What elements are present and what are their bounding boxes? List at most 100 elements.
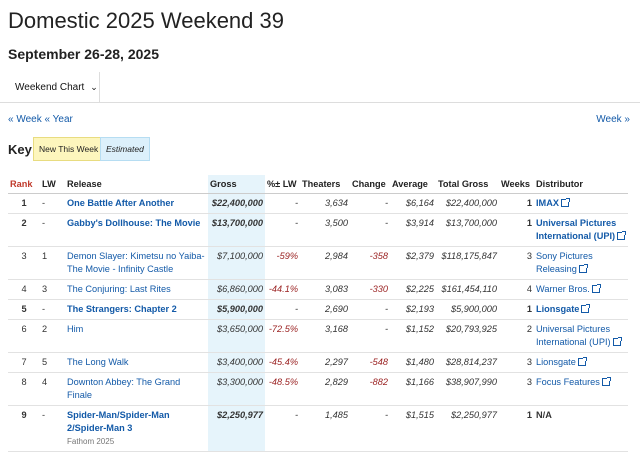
distributor-link[interactable]: Sony Pictures Releasing xyxy=(536,251,593,274)
column-pct-lw[interactable]: %± LW xyxy=(265,175,300,194)
gross-cell: $6,860,000 xyxy=(208,279,265,300)
external-link-icon[interactable] xyxy=(581,304,591,313)
distributor-link[interactable]: Universal Pictures International (UPI) xyxy=(536,324,611,347)
gross-cell: $3,650,000 xyxy=(208,319,265,353)
column-weeks[interactable]: Weeks xyxy=(499,175,534,194)
gross-cell: $5,900,000 xyxy=(208,299,265,320)
gross-cell: $7,100,000 xyxy=(208,246,265,280)
external-link-icon[interactable] xyxy=(617,231,627,240)
external-link-icon[interactable] xyxy=(612,337,622,346)
rank-cell: 8 xyxy=(8,372,40,406)
release-link[interactable]: One Battle After Another xyxy=(67,198,175,208)
release-link[interactable]: The Conjuring: Last Rites xyxy=(67,284,171,294)
distributor-link[interactable]: Universal Pictures International (UPI) xyxy=(536,218,617,241)
release-link[interactable]: The Long Walk xyxy=(67,357,129,367)
average-cell: $1,152 xyxy=(390,319,436,353)
distributor-link[interactable]: Lionsgate xyxy=(536,357,576,367)
lw-cell: - xyxy=(40,299,65,320)
rank-cell: 6 xyxy=(8,319,40,353)
distributor-link[interactable]: IMAX xyxy=(536,198,559,208)
total-gross-cell: $161,454,110 xyxy=(436,279,499,300)
average-cell: $3,914 xyxy=(390,213,436,247)
gross-cell: $3,400,000 xyxy=(208,352,265,373)
lw-cell: 4 xyxy=(40,372,65,406)
external-link-icon[interactable] xyxy=(578,264,588,273)
theaters-cell: 2,984 xyxy=(300,246,350,280)
total-gross-cell: $22,400,000 xyxy=(436,193,499,214)
nav-left: « Week « Year xyxy=(8,114,73,125)
lw-cell: - xyxy=(40,193,65,214)
change-cell: -548 xyxy=(350,352,390,373)
distributor-cell: Universal Pictures International (UPI) xyxy=(534,213,628,247)
release-cell: One Battle After Another xyxy=(65,193,208,214)
chevron-down-icon: ⌄ xyxy=(90,81,98,92)
table-row: 5- The Strangers: Chapter 2 $5,900,000-2,6… xyxy=(8,299,628,320)
column-theaters[interactable]: Theaters xyxy=(300,175,350,194)
release-cell: Downton Abbey: The Grand Finale xyxy=(65,372,208,406)
key-label: Key: xyxy=(8,142,37,157)
total-gross-cell: $5,900,000 xyxy=(436,299,499,320)
column-average[interactable]: Average xyxy=(390,175,436,194)
lw-cell: 3 xyxy=(40,279,65,300)
table-row: 4 3 The Conjuring: Last Rites $6,860,000 -44… xyxy=(8,279,628,300)
external-link-icon[interactable] xyxy=(560,198,570,207)
gross-cell: $22,400,000 xyxy=(208,193,265,214)
rank-cell: 1 xyxy=(8,193,40,214)
change-cell: - xyxy=(350,405,390,452)
theaters-cell: 1,485 xyxy=(300,405,350,452)
average-cell: $1,480 xyxy=(390,352,436,373)
prev-year-link[interactable]: « Year xyxy=(44,114,73,125)
pct-lw-cell: - xyxy=(265,213,300,247)
pct-lw-cell: - xyxy=(265,405,300,452)
theaters-cell: 3,083 xyxy=(300,279,350,300)
weeks-cell: 1 xyxy=(499,405,534,452)
release-cell: Him xyxy=(65,319,208,353)
table-row: 6 2 Him $3,650,000 -72.5% 3,168- $1,152 $20,793… xyxy=(8,319,628,353)
release-cell: The Conjuring: Last Rites xyxy=(65,279,208,300)
theaters-cell: 3,500 xyxy=(300,213,350,247)
column-total-gross[interactable]: Total Gross xyxy=(436,175,499,194)
weeks-cell: 4 xyxy=(499,279,534,300)
new-this-week-badge: New This Week xyxy=(33,137,105,161)
release-link[interactable]: Downton Abbey: The Grand Finale xyxy=(67,377,181,400)
column-rank[interactable]: Rank xyxy=(8,175,40,194)
lw-cell: 1 xyxy=(40,246,65,280)
release-cell: Gabby's Dollhouse: The Movie xyxy=(65,213,208,247)
weeks-cell: 1 xyxy=(499,193,534,214)
page-subtitle: September 26-28, 2025 xyxy=(8,46,159,62)
distributor-link[interactable]: Focus Features xyxy=(536,377,600,387)
next-week-link[interactable]: Week » xyxy=(596,114,630,125)
average-cell: $2,193 xyxy=(390,299,436,320)
pct-lw-cell: -72.5% xyxy=(265,319,300,353)
distributor-cell: Universal Pictures International (UPI) xyxy=(534,319,628,353)
total-gross-cell: $28,814,237 xyxy=(436,352,499,373)
rank-cell: 3 xyxy=(8,246,40,280)
distributor-cell: Lionsgate xyxy=(534,299,628,320)
column-distributor[interactable]: Distributor xyxy=(534,175,628,194)
column-change[interactable]: Change xyxy=(350,175,390,194)
table-header-row: Rank LW Release Gross %± LW Theaters Cha… xyxy=(8,175,628,194)
page-title: Domestic 2025 Weekend 39 xyxy=(8,8,284,33)
release-link[interactable]: The Strangers: Chapter 2 xyxy=(67,304,177,314)
column-lw[interactable]: LW xyxy=(40,175,65,194)
distributor-link[interactable]: Warner Bros. xyxy=(536,284,590,294)
external-link-icon[interactable] xyxy=(577,357,587,366)
external-link-icon[interactable] xyxy=(591,284,601,293)
pct-lw-cell: -59% xyxy=(265,246,300,280)
distributor-cell: Sony Pictures Releasing xyxy=(534,246,628,280)
table-row: 2- Gabby's Dollhouse: The Movie $13,700,00… xyxy=(8,213,628,247)
distributor-cell: Warner Bros. xyxy=(534,279,628,300)
rank-cell: 9 xyxy=(8,405,40,452)
release-link[interactable]: Gabby's Dollhouse: The Movie xyxy=(67,218,201,228)
release-link[interactable]: Him xyxy=(67,324,84,334)
release-link[interactable]: Spider-Man/Spider-Man 2/Spider-Man 3 xyxy=(67,410,170,433)
change-cell: - xyxy=(350,213,390,247)
column-gross[interactable]: Gross xyxy=(208,175,265,194)
column-release[interactable]: Release xyxy=(65,175,208,194)
weekend-chart-dropdown[interactable]: Weekend Chart ⌄ xyxy=(0,72,100,102)
external-link-icon[interactable] xyxy=(601,377,611,386)
prev-week-link[interactable]: « Week xyxy=(8,114,42,125)
table-row: 3 1 Demon Slayer: Kimetsu no Yaiba- The Mo… xyxy=(8,246,628,280)
distributor-link[interactable]: Lionsgate xyxy=(536,304,580,314)
release-link[interactable]: Demon Slayer: Kimetsu no Yaiba- The Movi… xyxy=(67,251,205,274)
